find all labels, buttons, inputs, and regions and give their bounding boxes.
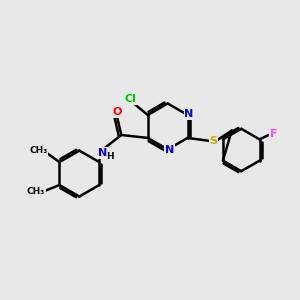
Text: S: S <box>209 136 217 146</box>
Text: F: F <box>270 128 278 139</box>
Text: Cl: Cl <box>124 94 136 104</box>
Text: O: O <box>112 107 122 117</box>
Text: CH₃: CH₃ <box>27 187 45 196</box>
Text: N: N <box>184 110 194 119</box>
Text: N: N <box>164 145 174 155</box>
Text: N: N <box>98 148 107 158</box>
Text: H: H <box>106 152 114 161</box>
Text: CH₃: CH₃ <box>29 146 47 155</box>
